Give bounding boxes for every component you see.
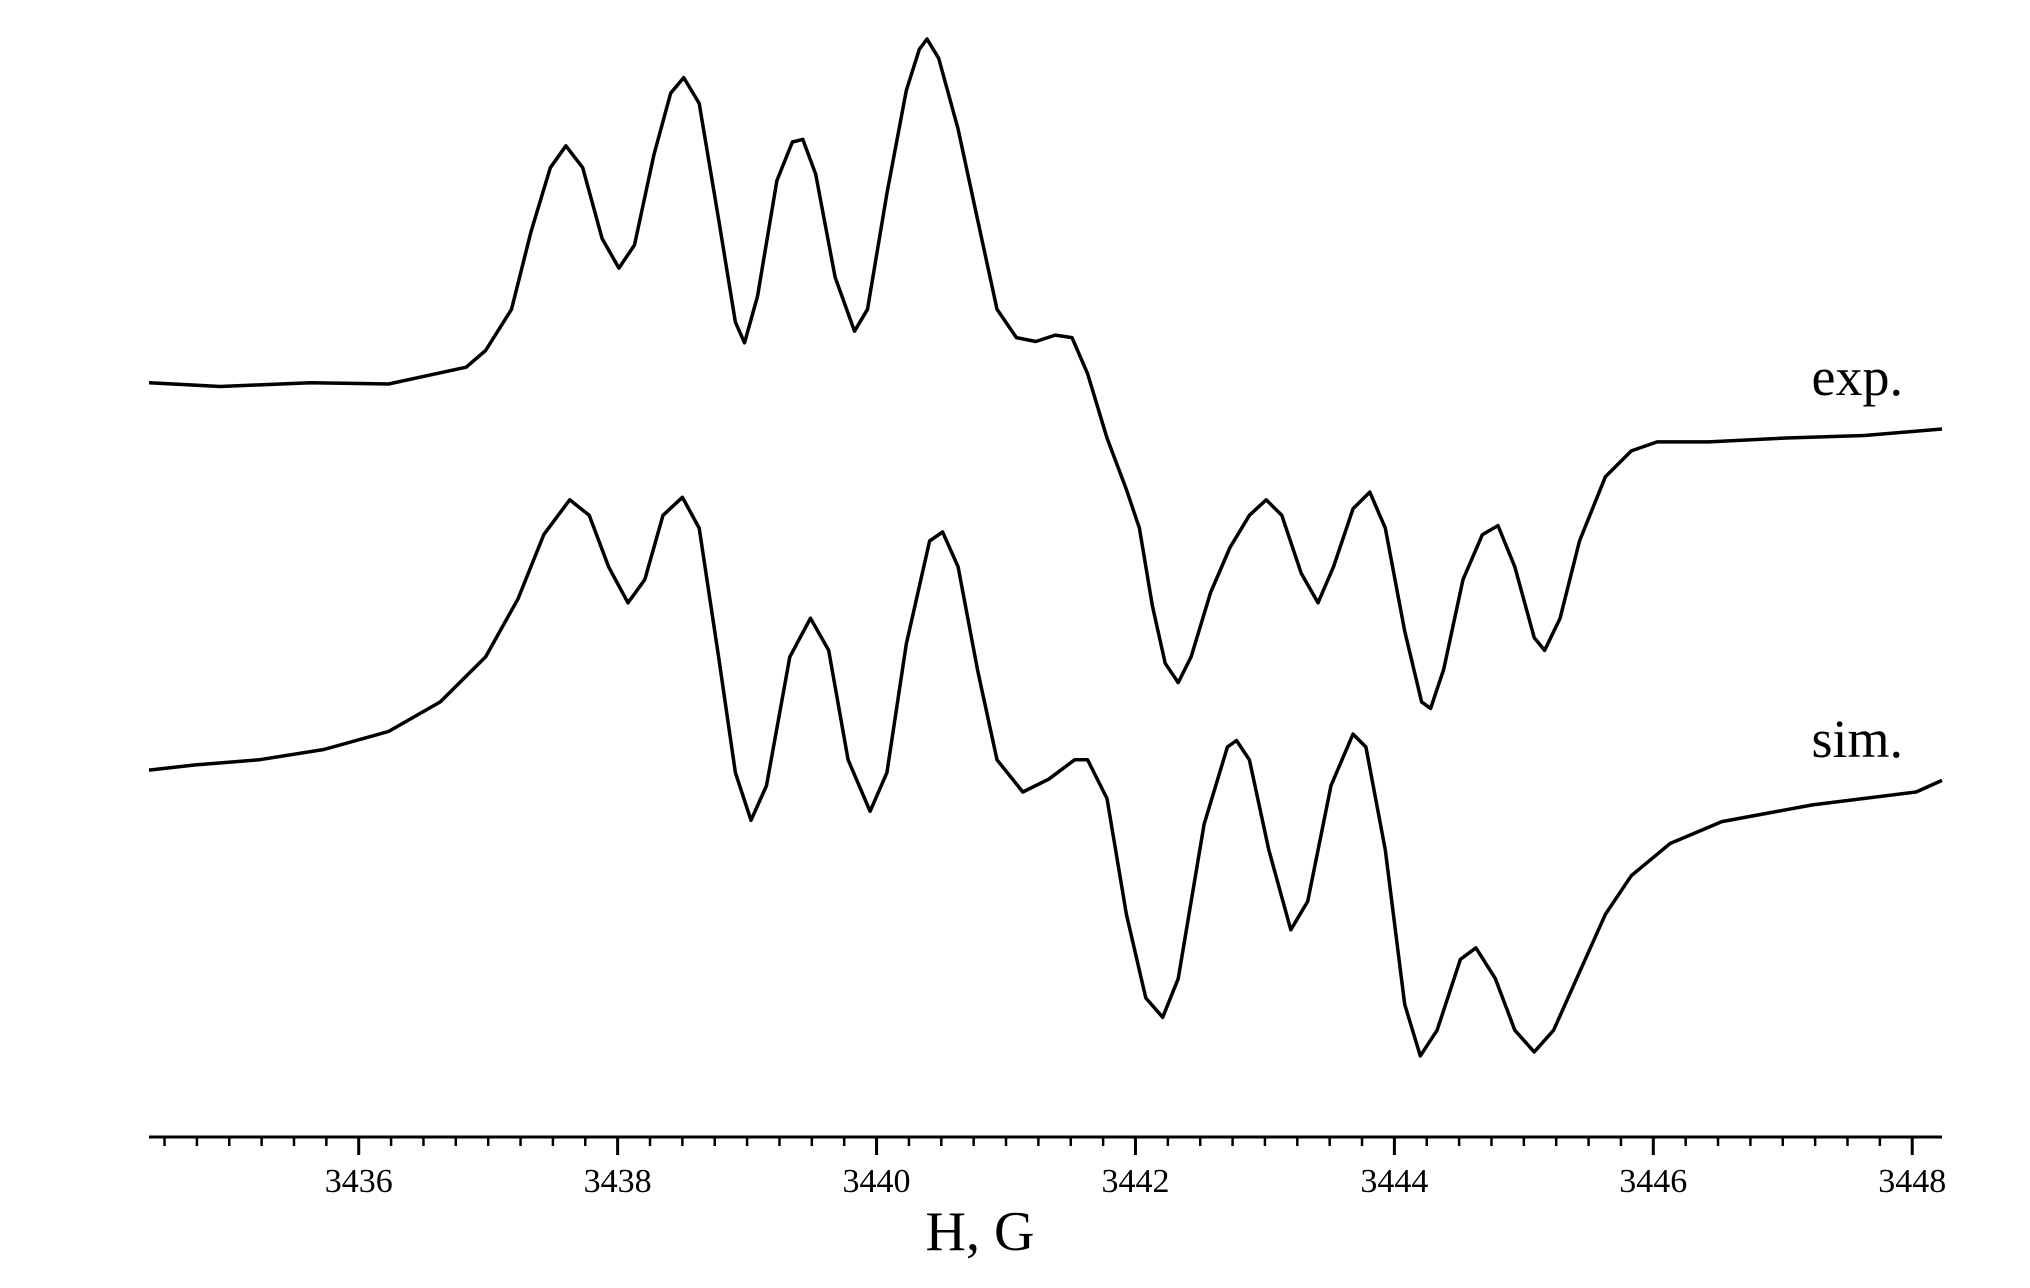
spectrum-line xyxy=(148,37,1943,711)
x-tick-label: 3448 xyxy=(1878,1163,1946,1200)
annotation: exp. xyxy=(1812,347,1903,407)
spectrum-line xyxy=(148,495,1943,1058)
x-tick-label: 3444 xyxy=(1360,1163,1428,1200)
x-tick-label: 3442 xyxy=(1101,1163,1169,1200)
x-tick-label: 3436 xyxy=(325,1163,393,1200)
x-tick-label: 3438 xyxy=(584,1163,652,1200)
x-tick-label: 3440 xyxy=(843,1163,911,1200)
annotation: sim. xyxy=(1811,709,1903,769)
x-axis-label: H, G xyxy=(926,1201,1035,1263)
x-tick-label: 3446 xyxy=(1619,1163,1687,1200)
